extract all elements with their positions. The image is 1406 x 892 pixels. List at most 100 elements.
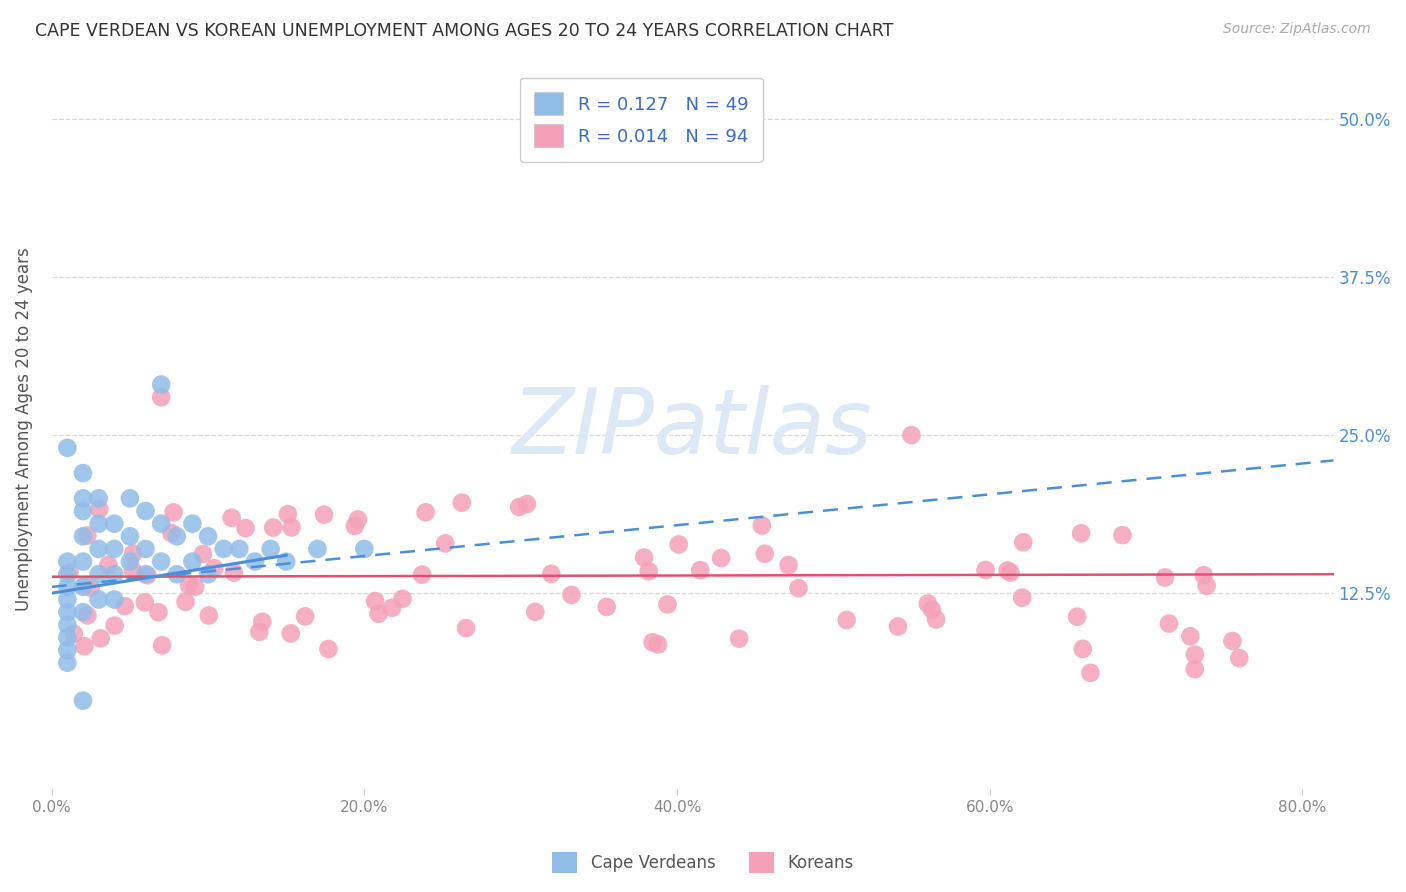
Point <box>367 607 389 621</box>
Point <box>1195 579 1218 593</box>
Point <box>710 551 733 566</box>
Point <box>197 567 219 582</box>
Point <box>917 597 939 611</box>
Text: Source: ZipAtlas.com: Source: ZipAtlas.com <box>1223 22 1371 37</box>
Point <box>160 526 183 541</box>
Legend: Cape Verdeans, Koreans: Cape Verdeans, Koreans <box>546 846 860 880</box>
Point <box>318 642 340 657</box>
Point <box>252 615 274 629</box>
Point <box>184 580 207 594</box>
Point <box>56 656 79 670</box>
Point <box>212 541 235 556</box>
Point <box>657 598 679 612</box>
Text: ZIPatlas: ZIPatlas <box>512 384 873 473</box>
Point <box>202 561 225 575</box>
Point <box>135 567 157 582</box>
Point <box>391 591 413 606</box>
Point <box>1184 662 1206 676</box>
Point <box>104 618 127 632</box>
Point <box>103 592 125 607</box>
Point <box>150 390 173 404</box>
Point <box>637 565 659 579</box>
Point <box>197 608 219 623</box>
Point <box>90 632 112 646</box>
Point <box>72 580 94 594</box>
Point <box>641 635 664 649</box>
Point <box>1192 568 1215 582</box>
Point <box>103 541 125 556</box>
Point <box>921 602 943 616</box>
Y-axis label: Unemployment Among Ages 20 to 24 years: Unemployment Among Ages 20 to 24 years <box>15 247 32 611</box>
Point <box>114 599 136 614</box>
Point <box>1071 641 1094 656</box>
Point <box>1070 526 1092 541</box>
Point <box>647 638 669 652</box>
Point <box>87 541 110 556</box>
Point <box>56 643 79 657</box>
Point <box>277 507 299 521</box>
Point <box>633 550 655 565</box>
Point <box>381 600 404 615</box>
Point <box>280 626 302 640</box>
Point <box>411 567 433 582</box>
Point <box>73 578 96 592</box>
Point <box>135 541 157 556</box>
Point <box>259 541 281 556</box>
Point <box>294 609 316 624</box>
Point <box>174 595 197 609</box>
Point <box>787 581 810 595</box>
Point <box>228 541 250 556</box>
Point <box>162 505 184 519</box>
Point <box>56 580 79 594</box>
Point <box>72 605 94 619</box>
Point <box>56 605 79 619</box>
Point <box>1222 634 1244 648</box>
Point <box>900 428 922 442</box>
Point <box>560 588 582 602</box>
Point <box>997 564 1019 578</box>
Point <box>72 504 94 518</box>
Point <box>56 617 79 632</box>
Point <box>1184 648 1206 662</box>
Point <box>122 547 145 561</box>
Legend: R = 0.127   N = 49, R = 0.014   N = 94: R = 0.127 N = 49, R = 0.014 N = 94 <box>520 78 763 161</box>
Point <box>181 516 204 531</box>
Point <box>87 592 110 607</box>
Point <box>59 566 82 580</box>
Point <box>166 567 188 582</box>
Point <box>754 547 776 561</box>
Point <box>516 497 538 511</box>
Point <box>974 563 997 577</box>
Point <box>87 491 110 506</box>
Point <box>243 555 266 569</box>
Point <box>150 377 173 392</box>
Point <box>1012 535 1035 549</box>
Point <box>136 568 159 582</box>
Point <box>135 504 157 518</box>
Point <box>87 567 110 582</box>
Point <box>177 578 200 592</box>
Point <box>150 638 173 652</box>
Point <box>76 528 98 542</box>
Point <box>79 581 101 595</box>
Point <box>778 558 800 573</box>
Point <box>1111 528 1133 542</box>
Point <box>689 563 711 577</box>
Point <box>221 511 243 525</box>
Point <box>925 612 948 626</box>
Point <box>103 516 125 531</box>
Point <box>56 592 79 607</box>
Point <box>668 537 690 551</box>
Point <box>508 500 530 514</box>
Point <box>434 536 457 550</box>
Point <box>122 564 145 578</box>
Point <box>1157 616 1180 631</box>
Point <box>56 441 79 455</box>
Point <box>450 496 472 510</box>
Point <box>103 567 125 582</box>
Point <box>235 521 257 535</box>
Point <box>276 555 298 569</box>
Point <box>62 626 84 640</box>
Point <box>181 555 204 569</box>
Point <box>56 567 79 582</box>
